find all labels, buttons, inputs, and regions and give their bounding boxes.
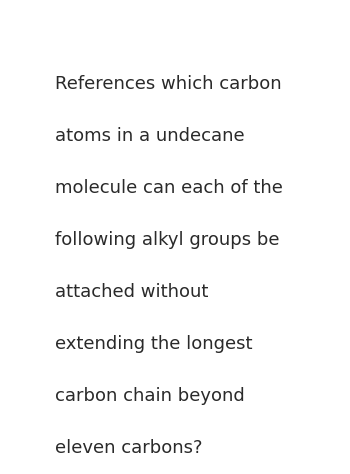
Text: atoms in a undecane: atoms in a undecane bbox=[55, 127, 245, 145]
Text: extending the longest: extending the longest bbox=[55, 335, 252, 353]
Text: carbon chain beyond: carbon chain beyond bbox=[55, 387, 245, 405]
Text: attached without: attached without bbox=[55, 283, 208, 301]
Text: following alkyl groups be: following alkyl groups be bbox=[55, 231, 280, 249]
Text: eleven carbons?: eleven carbons? bbox=[55, 439, 203, 457]
Text: molecule can each of the: molecule can each of the bbox=[55, 179, 283, 197]
Text: References which carbon: References which carbon bbox=[55, 75, 282, 93]
